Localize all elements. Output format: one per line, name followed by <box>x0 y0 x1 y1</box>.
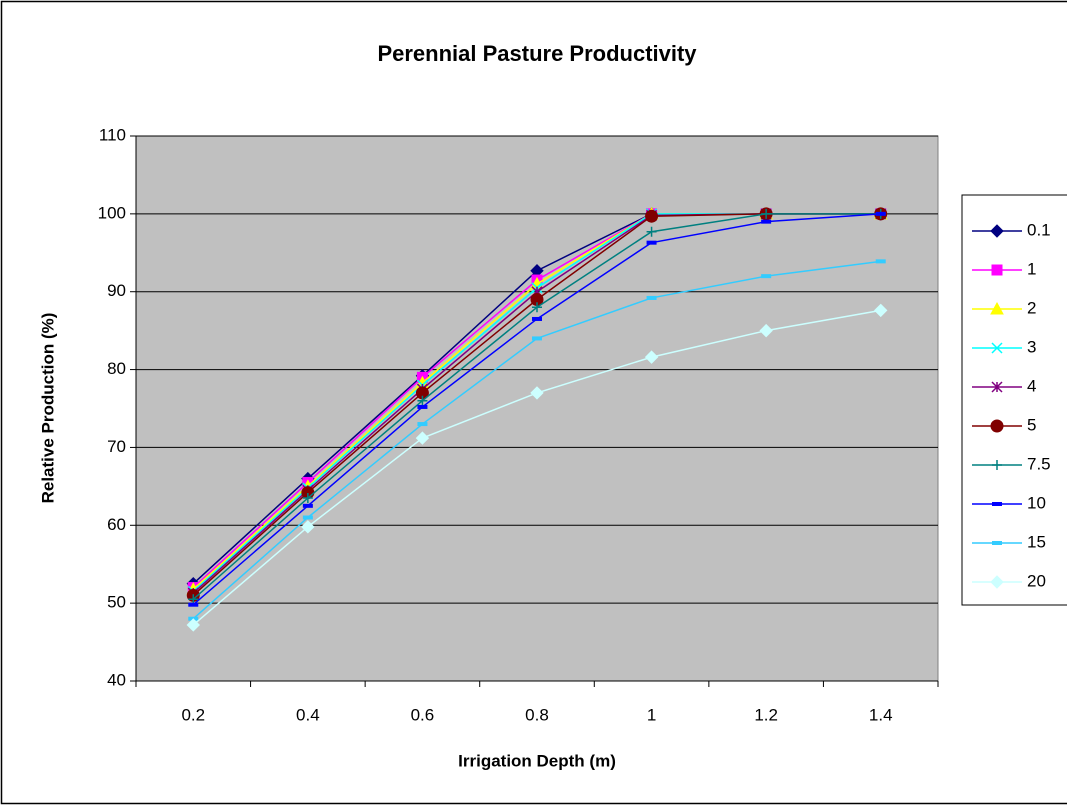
x-tick-label: 0.8 <box>525 705 549 724</box>
legend-label: 2 <box>1027 298 1036 317</box>
legend-label: 15 <box>1027 532 1046 551</box>
legend-label: 4 <box>1027 376 1036 395</box>
legend-marker <box>991 342 1003 354</box>
data-point <box>532 316 542 321</box>
y-tick-label: 70 <box>107 437 126 456</box>
data-point <box>875 259 886 264</box>
legend-marker <box>992 541 1002 545</box>
legend-label: 0.1 <box>1027 220 1051 239</box>
y-tick-label: 40 <box>107 670 126 689</box>
plot-area <box>135 135 939 682</box>
x-tick-label: 1.2 <box>754 705 778 724</box>
data-point <box>302 493 313 504</box>
legend-marker <box>992 502 1002 506</box>
x-tick-label: 1 <box>647 705 656 724</box>
y-tick-label: 50 <box>107 593 126 612</box>
legend-label: 10 <box>1027 493 1046 512</box>
chart-title: Perennial Pasture Productivity <box>377 41 697 66</box>
data-point <box>759 323 773 338</box>
legend-marker <box>990 224 1004 238</box>
legend-marker <box>990 575 1004 589</box>
data-point <box>761 274 772 279</box>
data-point <box>301 520 315 534</box>
y-tick-label: 60 <box>107 515 126 534</box>
x-axis-label: Irrigation Depth (m) <box>458 751 616 770</box>
data-point <box>644 350 659 364</box>
data-point <box>532 302 542 313</box>
legend-marker <box>991 381 1003 393</box>
data-point <box>188 602 199 607</box>
data-point <box>186 618 200 632</box>
x-tick-label: 1.4 <box>869 705 893 724</box>
data-point <box>188 594 199 605</box>
legend-marker <box>990 301 1004 315</box>
data-point <box>646 226 657 237</box>
data-point <box>530 386 544 400</box>
legend-box <box>961 194 1067 606</box>
data-point <box>646 240 657 245</box>
data-point <box>874 303 888 318</box>
data-point <box>417 404 428 409</box>
legend-label: 1 <box>1027 259 1036 278</box>
data-point <box>761 219 772 224</box>
data-point <box>417 422 428 427</box>
y-tick-label: 110 <box>99 125 126 144</box>
legend-label: 7.5 <box>1027 454 1051 473</box>
y-tick-label: 100 <box>98 203 126 222</box>
data-point <box>302 503 313 508</box>
legend-label: 20 <box>1027 571 1046 590</box>
data-point <box>532 336 542 341</box>
legend-marker <box>991 264 1003 276</box>
legend-label: 5 <box>1027 415 1036 434</box>
legend-marker <box>992 460 1002 470</box>
y-axis-label: Relative Production (%) <box>38 313 57 504</box>
data-point <box>415 431 430 445</box>
data-point <box>875 211 886 216</box>
data-point <box>645 209 659 223</box>
data-point <box>646 295 657 300</box>
data-point <box>302 515 313 520</box>
data-point <box>761 208 772 219</box>
x-tick-label: 0.6 <box>411 705 435 724</box>
x-tick-label: 0.2 <box>181 705 205 724</box>
y-tick-label: 80 <box>107 359 126 378</box>
data-point <box>417 395 428 406</box>
y-tick-label: 90 <box>107 281 126 300</box>
x-tick-label: 0.4 <box>296 705 320 724</box>
legend-label: 3 <box>1027 337 1036 356</box>
legend-marker <box>990 419 1004 433</box>
